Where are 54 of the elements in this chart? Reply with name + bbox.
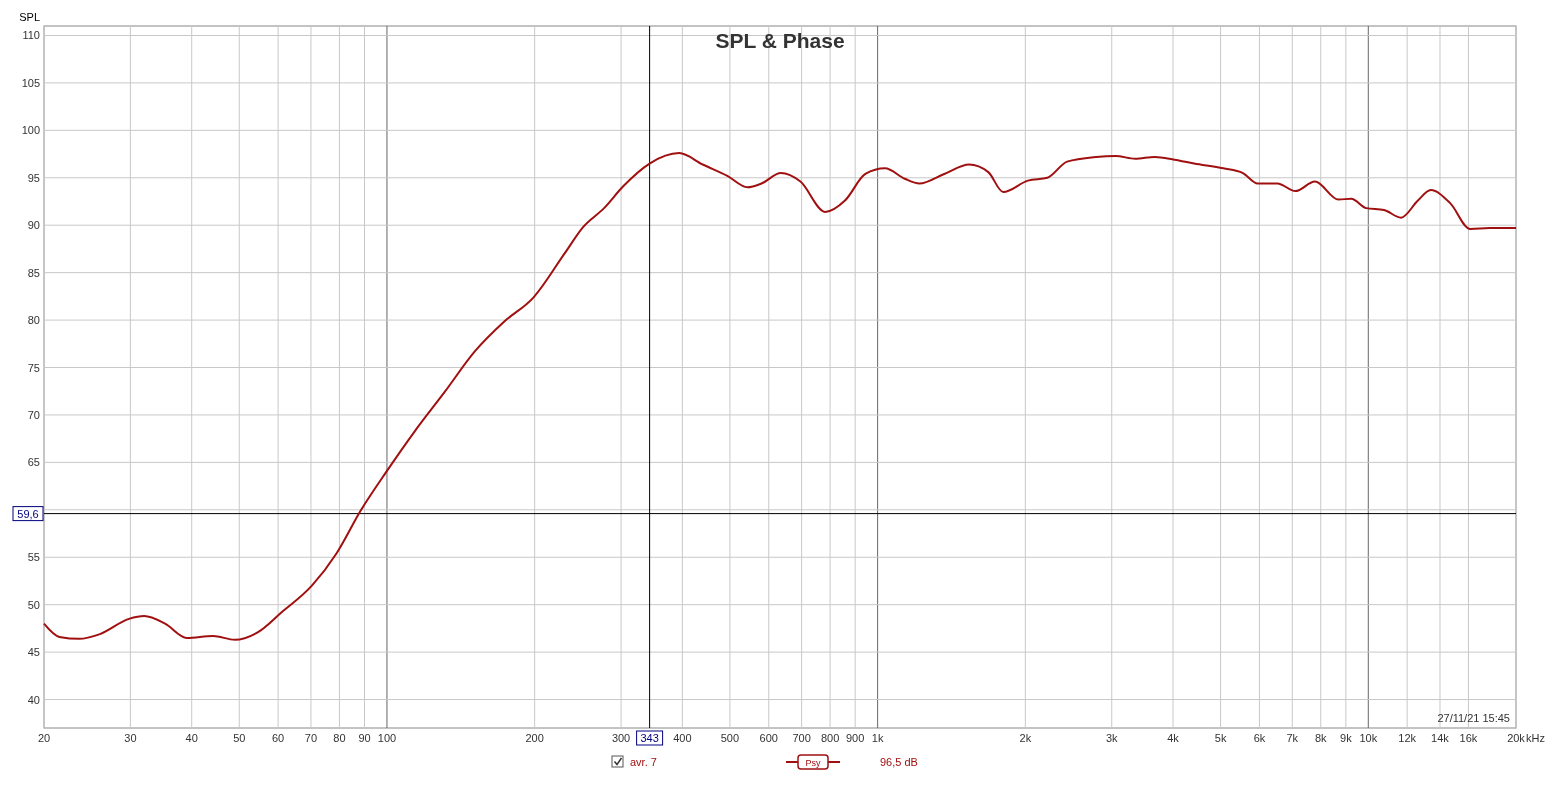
x-tick-label: 20k xyxy=(1507,732,1526,744)
y-tick-label: 95 xyxy=(27,171,40,184)
y-tick-label: 90 xyxy=(27,219,40,232)
text: avr. 7 xyxy=(630,756,657,768)
x-tick-label: 20 xyxy=(37,732,51,744)
x-tick-label: 14k xyxy=(1431,732,1450,744)
x-tick-label: 1k xyxy=(871,732,884,744)
x-tick-label: 400 xyxy=(673,732,692,744)
ref-line-label: 343 xyxy=(640,732,659,744)
y-tick-label: 110 xyxy=(22,29,40,42)
x-tick-label: 100 xyxy=(377,732,397,744)
x-tick-label: 4k xyxy=(1167,732,1180,744)
x-tick-label: 80 xyxy=(333,732,346,744)
x-tick-label: 60 xyxy=(271,732,285,744)
y-tick-label: 55 xyxy=(27,551,40,564)
annotation: 27/11/21 15:45 xyxy=(1437,712,1510,724)
x-axis-title: kHz xyxy=(1526,732,1545,744)
x-tick-label: 12k xyxy=(1398,732,1417,744)
x-tick-label: 9k xyxy=(1340,732,1353,744)
ref-line-label: 59,6 xyxy=(17,507,39,520)
x-tick-label: 700 xyxy=(792,732,811,744)
y-tick-label: 40 xyxy=(27,693,40,706)
y-tick-label: 45 xyxy=(27,646,40,659)
y-tick-label: 85 xyxy=(27,266,40,279)
x-tick-label: 10k xyxy=(1359,732,1378,744)
x-tick-label: 50 xyxy=(233,732,246,744)
text: 96,5 dB xyxy=(880,756,918,768)
chart-title: SPL & Phase xyxy=(715,29,845,52)
x-tick-label: 300 xyxy=(611,732,631,744)
y-tick-label: 50 xyxy=(27,598,40,611)
text: Psy xyxy=(805,758,821,768)
x-tick-label: 6k xyxy=(1253,732,1266,744)
x-tick-label: 900 xyxy=(846,732,865,744)
x-tick-label: 800 xyxy=(820,732,840,744)
x-tick-label: 30 xyxy=(124,732,137,744)
y-tick-label: 100 xyxy=(21,124,40,137)
x-tick-label: 8k xyxy=(1314,732,1328,744)
x-tick-label: 40 xyxy=(185,732,198,744)
y-tick-label: 70 xyxy=(27,408,40,421)
x-tick-label: 2k xyxy=(1019,732,1032,744)
y-tick-label: 80 xyxy=(27,314,40,327)
x-tick-label: 3k xyxy=(1105,732,1119,744)
y-tick-label: 75 xyxy=(27,361,40,374)
x-tick-label: 7k xyxy=(1286,732,1299,744)
x-tick-label: 5k xyxy=(1214,732,1227,744)
x-tick-label: 200 xyxy=(525,732,544,744)
x-tick-label: 70 xyxy=(304,732,318,744)
y-tick-label: 65 xyxy=(27,456,40,469)
x-tick-label: 600 xyxy=(759,732,778,744)
x-tick-label: 90 xyxy=(358,732,371,744)
x-tick-label: 500 xyxy=(720,732,740,744)
y-axis-title: SPL xyxy=(19,11,40,23)
x-tick-label: 16k xyxy=(1459,732,1478,744)
y-tick-label: 105 xyxy=(21,76,40,89)
